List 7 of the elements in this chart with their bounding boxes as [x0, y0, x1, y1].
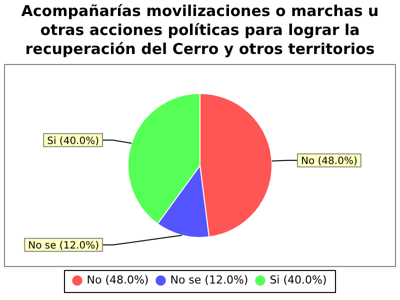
- legend-label: No se (12.0%): [170, 273, 248, 286]
- slice-label: Si (40.0%): [47, 136, 100, 147]
- chart-title: Acompañarías movilizaciones o marchas u otras acciones políticas para lograr la recuperación del Cerro y otros territorios: [20, 1, 380, 60]
- slice-label: No (48.0%): [301, 156, 358, 167]
- legend-label: Si (40.0%): [270, 273, 327, 286]
- slice-label: No se (12.0%): [28, 240, 100, 252]
- legend-label: No (48.0%): [86, 273, 149, 286]
